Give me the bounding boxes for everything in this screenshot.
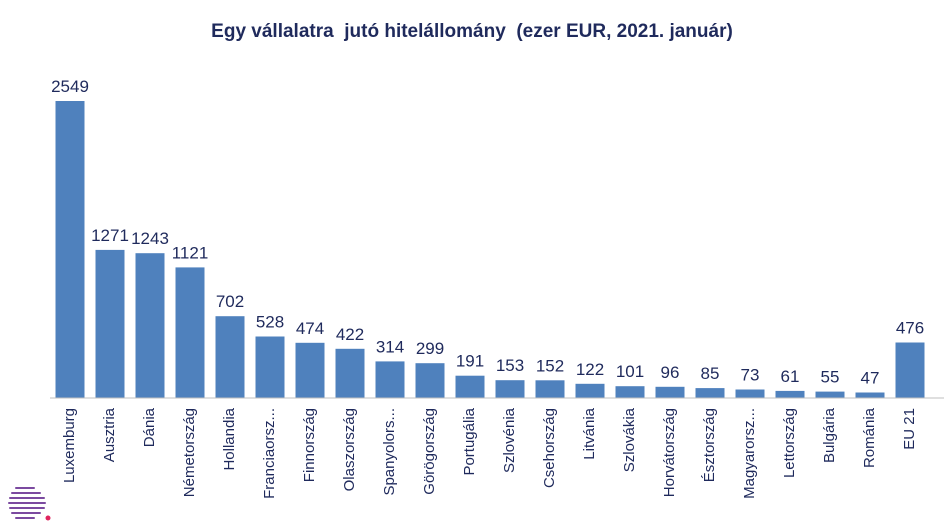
bar [455,375,485,398]
bar [735,389,765,398]
value-label: 152 [536,356,564,375]
value-label: 153 [496,356,524,375]
category-label: Horvátország [661,408,678,497]
value-label: 476 [896,319,924,338]
category-label: Hollandia [221,407,238,470]
value-label: 474 [296,319,324,338]
bar [335,348,365,398]
bar [135,253,165,398]
category-label: Olaszország [341,408,358,491]
value-label: 73 [741,366,760,385]
value-label: 1121 [172,243,209,262]
value-label: 528 [256,313,284,332]
bar [415,363,445,398]
category-label: Ausztria [101,407,118,462]
category-label: Szlovákia [621,407,638,472]
bar [175,267,205,398]
bar [295,342,325,398]
bar [815,391,845,398]
category-label: Bulgária [821,407,838,463]
logo-icon [8,487,51,521]
value-label: 1243 [131,229,169,248]
value-label: 299 [416,339,444,358]
value-label: 85 [701,364,720,383]
bar [615,386,645,398]
category-label: EU 21 [901,408,918,450]
category-label: Franciaorsz... [261,408,278,499]
chart-title: Egy vállalatra jutó hitelállomány (ezer … [211,21,733,42]
value-label: 422 [336,325,364,344]
category-label: Észtország [701,408,718,482]
value-label: 61 [781,367,800,386]
category-label: Dánia [141,407,158,447]
bar [855,392,885,398]
value-label: 101 [616,362,644,381]
value-label: 702 [216,292,244,311]
category-labels-group: Luxemburg Ausztria Dánia Németország Holland… [61,407,918,499]
bar [535,380,565,398]
category-label: Szlovénia [501,407,518,473]
category-label: Finnország [301,408,318,482]
category-label: Csehország [541,408,558,488]
value-label: 47 [861,369,880,388]
bar [655,386,685,398]
value-label: 1271 [91,226,129,245]
category-label: Luxemburg [61,408,78,483]
bar [695,388,725,398]
bar [775,390,805,398]
category-label: Spanyolors... [381,408,398,496]
category-label: Románia [861,407,878,468]
category-label: Németország [181,408,198,497]
bar [495,380,525,398]
value-label: 55 [821,368,840,387]
value-label: 122 [576,360,604,379]
bar [375,361,405,398]
category-label: Portugália [461,407,478,475]
bar [55,101,85,398]
category-label: Görögország [421,408,438,495]
value-label: 96 [661,363,680,382]
bar [895,342,925,398]
category-label: Magyarorsz... [741,408,758,499]
bar [215,316,245,398]
value-label: 2549 [51,77,89,96]
bars-group [55,101,925,398]
category-label: Litvánia [581,407,598,459]
bar [95,249,125,398]
bar [255,336,285,398]
category-label: Lettország [781,408,798,478]
value-label: 191 [456,352,484,371]
value-label: 314 [376,337,404,356]
bar [575,383,605,398]
